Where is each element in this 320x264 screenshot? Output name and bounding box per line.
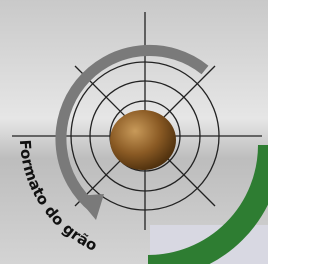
grain-shape-icon: Formato do grão <box>0 0 268 264</box>
grain <box>110 110 176 170</box>
